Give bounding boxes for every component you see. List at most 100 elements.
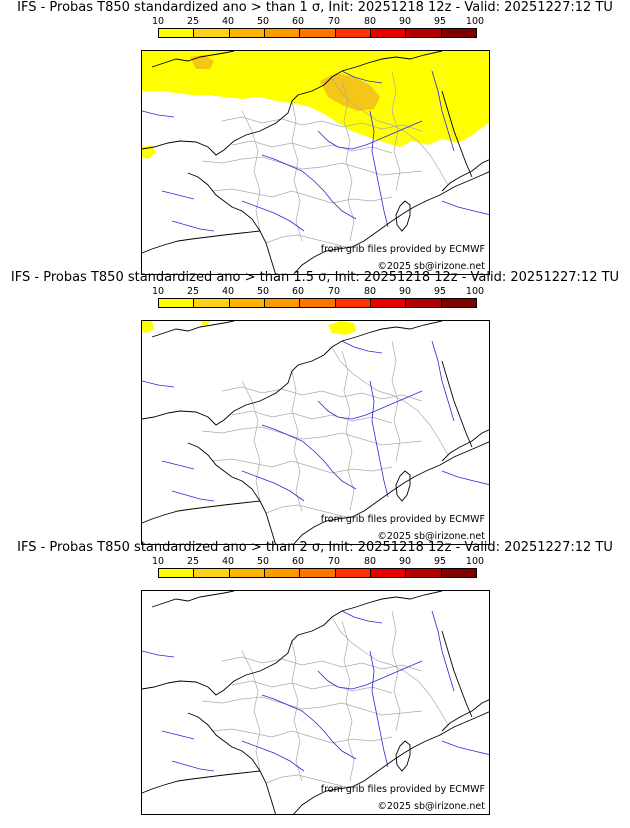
- admin-border: [241, 650, 261, 772]
- admin-border: [265, 774, 347, 788]
- coastline: [441, 429, 489, 462]
- legend-tick-label: 40: [221, 556, 235, 567]
- legend-swatch: [406, 29, 442, 37]
- admin-border: [241, 110, 261, 232]
- legend-tick-label: 70: [327, 286, 341, 297]
- probability-area: [202, 321, 210, 325]
- legend-swatch: [406, 569, 442, 577]
- river: [369, 380, 389, 498]
- river: [441, 200, 489, 215]
- copyright-credit: ©2025 sb@irizone.net: [377, 531, 485, 542]
- island-outline: [395, 740, 411, 772]
- river: [241, 470, 305, 502]
- legend-swatch: [229, 299, 265, 307]
- map-view: from grib files provided by ECMWF ©2025 s…: [141, 320, 490, 545]
- legend-tick-label: 100: [465, 16, 485, 27]
- legend-tick-label: 100: [465, 556, 485, 567]
- coastline: [441, 159, 489, 192]
- coastline: [142, 230, 261, 254]
- legend-swatch: [441, 29, 476, 37]
- admin-border: [291, 100, 303, 242]
- river: [161, 190, 195, 200]
- data-source-credit: from grib files provided by ECMWF: [320, 784, 485, 795]
- legend-swatch: [264, 29, 301, 37]
- legend-swatch: [406, 299, 442, 307]
- legend-tick-label: 60: [291, 556, 305, 567]
- legend-tick-label: 50: [256, 556, 270, 567]
- river: [341, 70, 383, 84]
- admin-border: [201, 696, 423, 716]
- legend-tick-label: 50: [256, 286, 270, 297]
- river: [431, 340, 455, 422]
- legend-tick-label: 10: [151, 556, 165, 567]
- map-view: from grib files provided by ECMWF ©2025 s…: [141, 50, 490, 275]
- map-canvas: [142, 51, 489, 274]
- river: [161, 730, 195, 740]
- legend-tick-label: 100: [465, 286, 485, 297]
- admin-border: [241, 380, 261, 502]
- coastline: [441, 360, 473, 448]
- river: [142, 650, 175, 658]
- color-legend-bar: [158, 568, 477, 578]
- coastline: [293, 711, 489, 814]
- forecast-panel: IFS - Probas T850 standardized ano > tha…: [0, 270, 630, 545]
- legend-tick-label: 60: [291, 16, 305, 27]
- legend-swatch: [159, 29, 195, 37]
- river: [431, 610, 455, 692]
- legend-tick-label: 95: [433, 556, 447, 567]
- legend-tick-label: 90: [398, 16, 412, 27]
- legend-swatch: [441, 299, 476, 307]
- copyright-credit: ©2025 sb@irizone.net: [377, 261, 485, 272]
- panel-title: IFS - Probas T850 standardized ano > tha…: [17, 0, 613, 15]
- admin-border: [211, 188, 393, 204]
- river: [441, 740, 489, 755]
- legend-tick-label: 80: [363, 556, 377, 567]
- legend-swatch: [229, 29, 265, 37]
- probability-area: [428, 123, 446, 135]
- admin-border: [331, 346, 449, 456]
- river: [161, 460, 195, 470]
- admin-border: [211, 728, 393, 744]
- river: [317, 660, 423, 690]
- coastline: [441, 699, 489, 732]
- island-outline: [395, 470, 411, 502]
- coastline: [187, 172, 276, 274]
- river: [171, 220, 215, 232]
- admin-border: [265, 504, 347, 518]
- river: [142, 380, 175, 388]
- legend-swatch: [194, 299, 230, 307]
- panel-title: IFS - Probas T850 standardized ano > tha…: [10, 270, 620, 285]
- coastline: [151, 591, 235, 608]
- legend-swatch: [300, 569, 336, 577]
- coastline: [142, 591, 443, 696]
- legend-tick-label: 10: [151, 16, 165, 27]
- admin-border: [341, 350, 355, 512]
- legend-tick-label: 25: [186, 286, 200, 297]
- admin-border: [211, 458, 393, 474]
- legend-swatch: [159, 299, 195, 307]
- legend-tick-label: 95: [433, 286, 447, 297]
- legend-swatch: [370, 29, 407, 37]
- legend-tick-label: 50: [256, 16, 270, 27]
- forecast-panel: IFS - Probas T850 standardized ano > tha…: [0, 0, 630, 275]
- legend-tick-label: 80: [363, 286, 377, 297]
- river: [317, 390, 423, 420]
- probability-area: [142, 321, 154, 333]
- legend-tick-label: 40: [221, 286, 235, 297]
- coastline: [187, 712, 276, 814]
- legend-swatch: [159, 569, 195, 577]
- river: [369, 650, 389, 768]
- admin-border: [231, 680, 393, 694]
- river: [142, 110, 175, 118]
- legend-swatch: [300, 299, 336, 307]
- legend-tick-label: 90: [398, 286, 412, 297]
- river: [431, 70, 455, 152]
- legend-tick-label: 95: [433, 16, 447, 27]
- map-canvas: [142, 591, 489, 814]
- admin-border: [265, 234, 347, 248]
- admin-border: [291, 640, 303, 782]
- data-source-credit: from grib files provided by ECMWF: [320, 514, 485, 525]
- legend-swatch: [194, 29, 230, 37]
- panel-title: IFS - Probas T850 standardized ano > tha…: [17, 540, 613, 555]
- coastline: [187, 442, 276, 544]
